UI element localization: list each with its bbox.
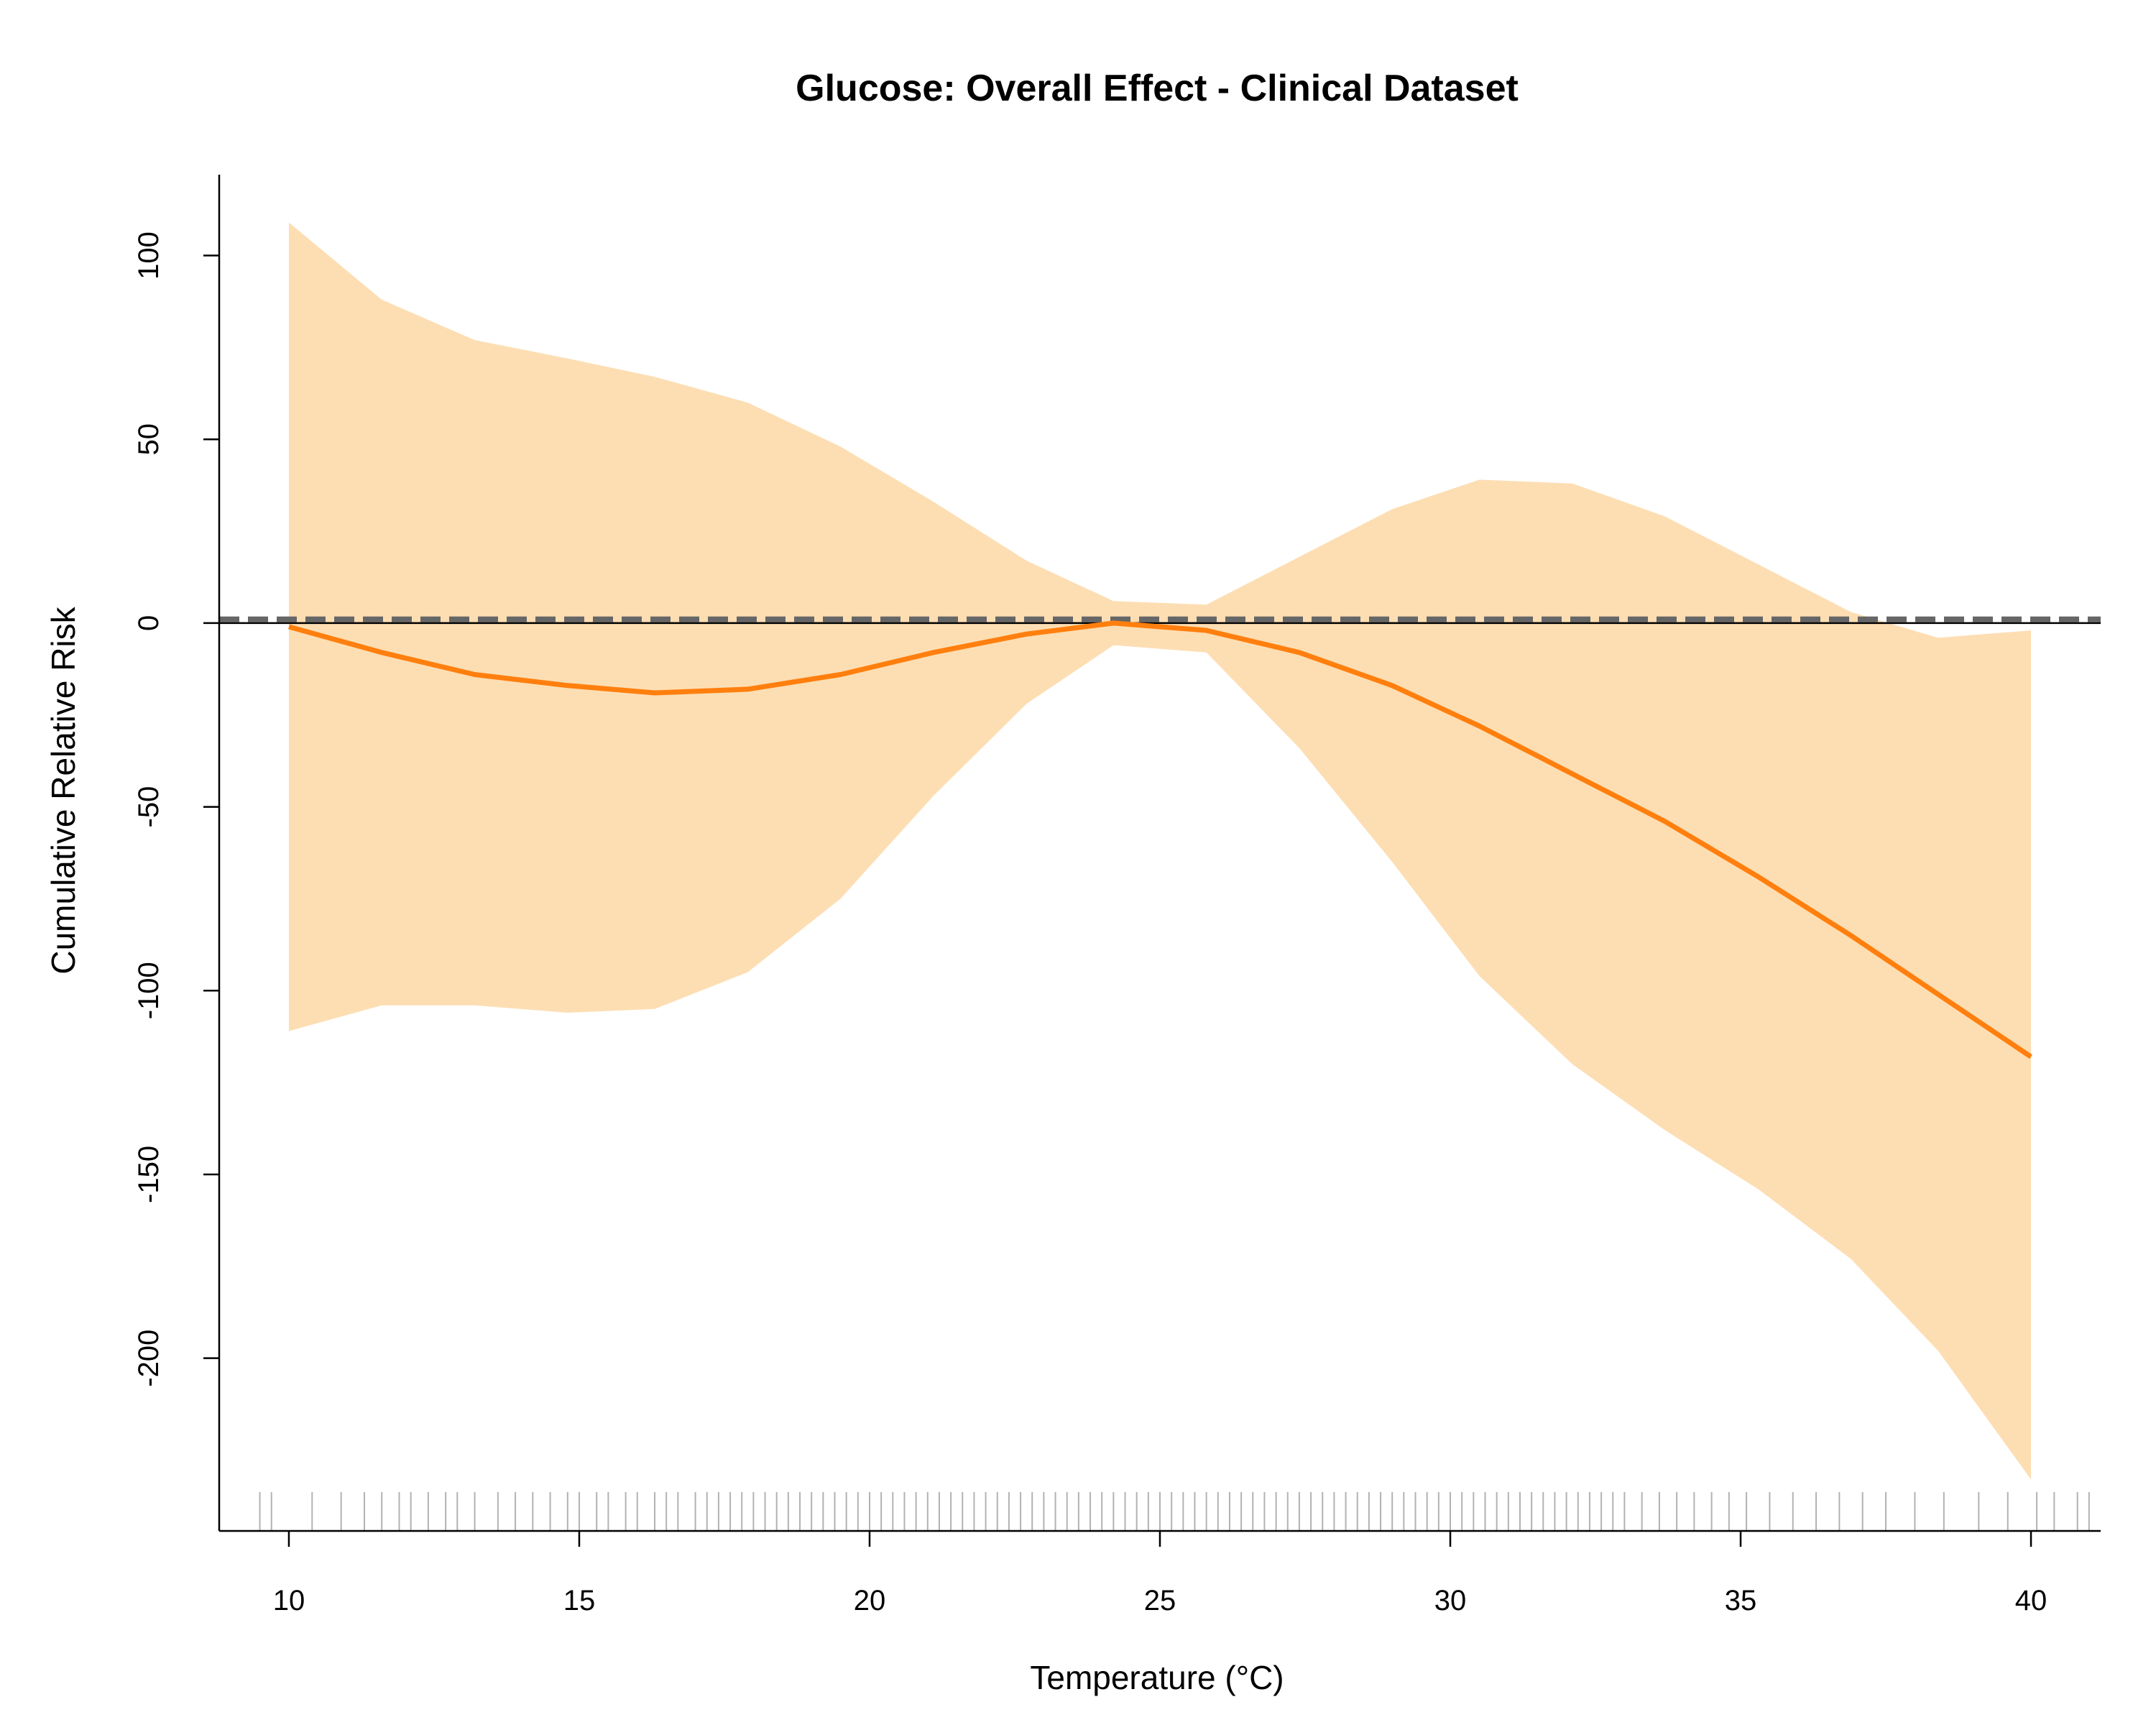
y-tick-label: -200 (133, 1330, 165, 1387)
x-tick-label: 25 (1144, 1585, 1176, 1616)
y-tick-label: 0 (133, 615, 165, 631)
rug-marks (259, 1492, 2090, 1531)
y-tick-label: -150 (133, 1146, 165, 1203)
x-tick-label: 10 (273, 1585, 305, 1616)
x-tick-label: 20 (854, 1585, 886, 1616)
x-tick-label: 30 (1434, 1585, 1467, 1616)
chart-title: Glucose: Overall Effect - Clinical Datas… (796, 68, 1519, 109)
x-axis-label: Temperature (°C) (1030, 1659, 1284, 1696)
y-tick-label: -100 (133, 962, 165, 1019)
y-axis-label: Cumulative Relative Risk (45, 606, 82, 974)
y-axis: 100 50 0 -50 -100 -150 -200 (133, 175, 221, 1531)
confidence-band (289, 222, 2031, 1480)
x-tick-label: 35 (1725, 1585, 1757, 1616)
x-axis: 10 15 20 25 30 35 40 (219, 1530, 2101, 1616)
plot-area (219, 222, 2101, 1531)
y-tick-label: 100 (133, 231, 165, 280)
series-line-overall-effect (288, 620, 2032, 1059)
x-tick-label: 40 (2015, 1585, 2047, 1616)
y-tick-label: -50 (133, 786, 165, 828)
x-tick-label: 15 (563, 1585, 596, 1616)
y-tick-label: 50 (133, 423, 165, 456)
